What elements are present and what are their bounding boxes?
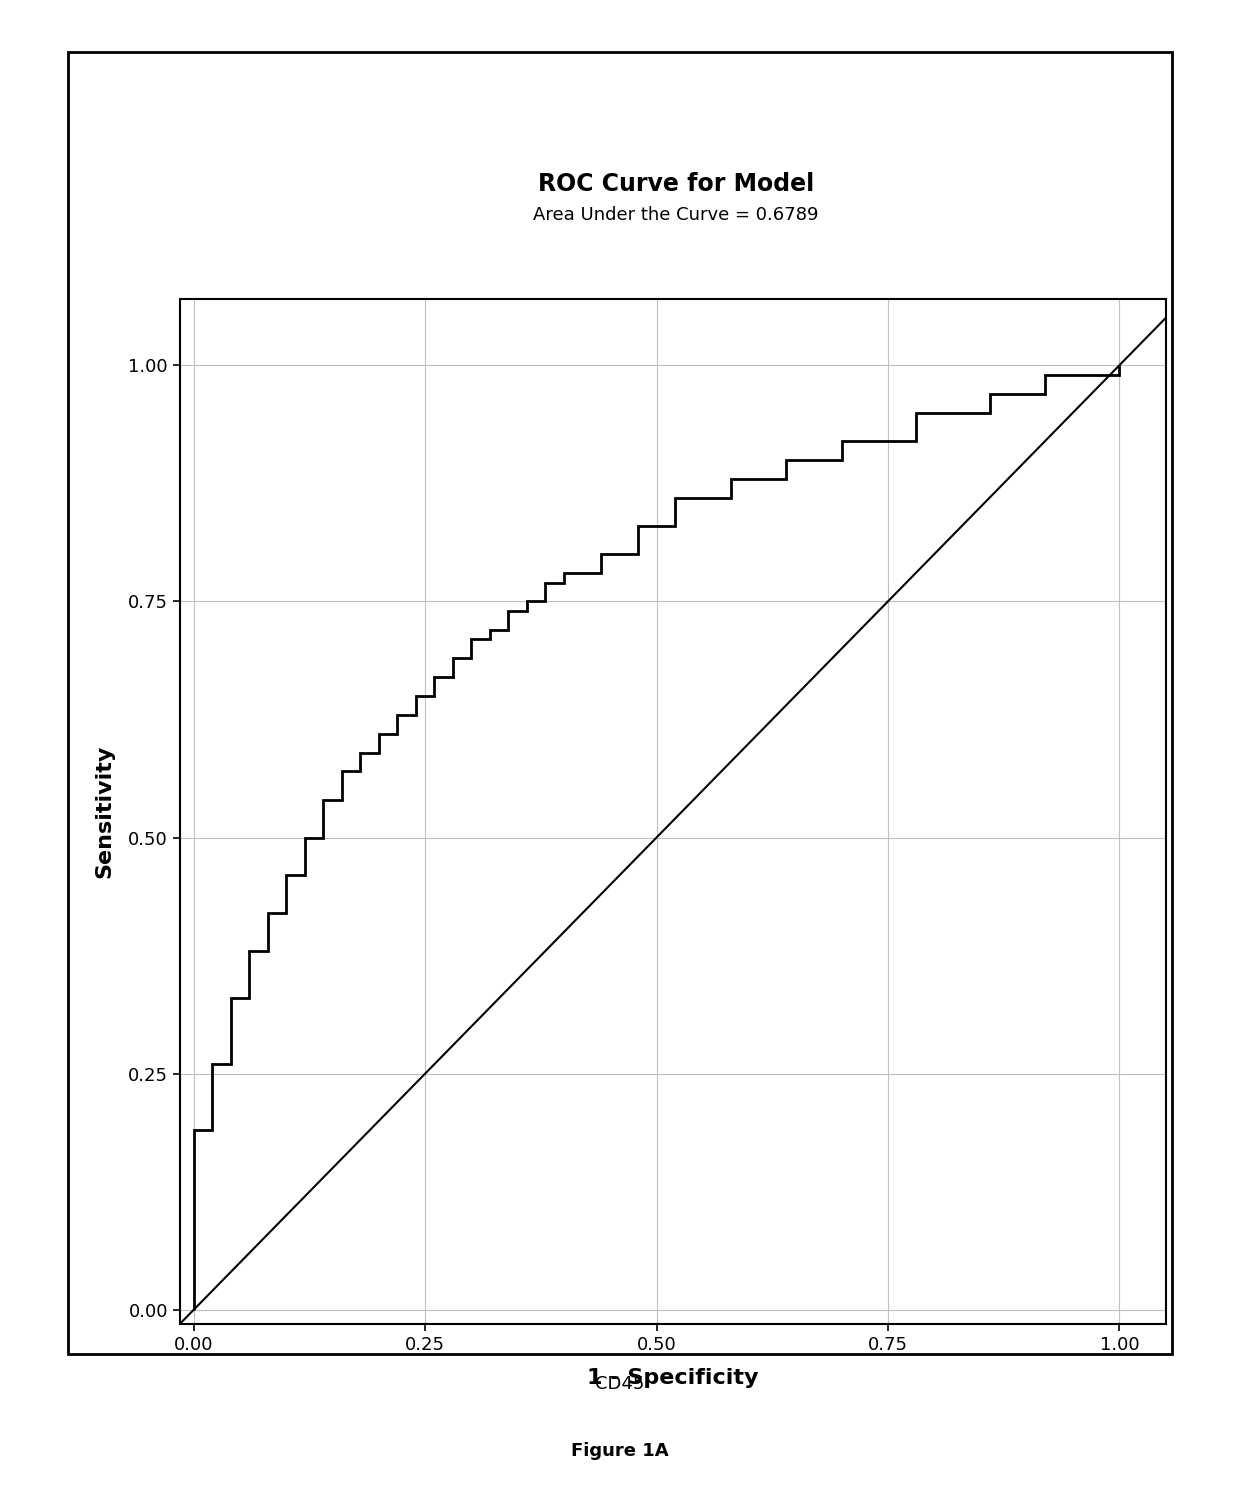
Text: Area Under the Curve = 0.6789: Area Under the Curve = 0.6789 bbox=[533, 206, 818, 224]
X-axis label: 1 - Specificity: 1 - Specificity bbox=[587, 1367, 759, 1388]
Y-axis label: Sensitivity: Sensitivity bbox=[94, 745, 114, 878]
Text: Figure 1A: Figure 1A bbox=[572, 1442, 668, 1460]
Text: ROC Curve for Model: ROC Curve for Model bbox=[538, 172, 813, 196]
Text: CD45: CD45 bbox=[595, 1375, 645, 1393]
